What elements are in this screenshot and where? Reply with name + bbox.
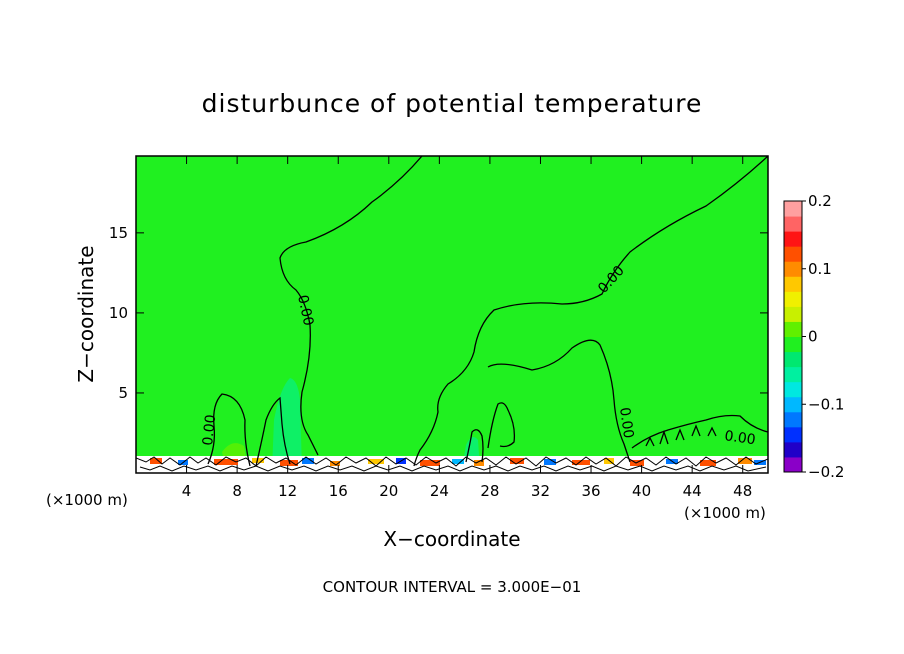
x-tick-label: 44 [683, 482, 702, 500]
colorbar: 0.2 0.1 0 −0.1 −0.2 [783, 192, 844, 481]
colorbar-tick-label: −0.1 [808, 395, 844, 413]
colorbar-tick-label: 0 [808, 328, 818, 346]
zero-contour [487, 402, 516, 449]
contour-interval-note: CONTOUR INTERVAL = 3.000E−01 [323, 578, 582, 596]
zero-contour [487, 339, 631, 463]
y-tick-label: 10 [109, 304, 128, 322]
cyan-anomaly [272, 378, 302, 470]
colorbar-band [784, 396, 802, 413]
colorbar-band [784, 456, 802, 473]
field-background [136, 156, 768, 473]
x-tick-label: 12 [278, 482, 297, 500]
x-tick-label: 32 [531, 482, 550, 500]
zero-contour [255, 396, 291, 467]
surface-noise-band [136, 456, 768, 473]
colorbar-band [784, 426, 802, 443]
contour-label: 0.00 [723, 428, 756, 448]
colorbar-tick-label: 0.1 [808, 260, 832, 278]
chart-title: disturbunce of potential temperature [202, 89, 703, 118]
colorbar-band [784, 306, 802, 322]
contour-label: 0.00 [200, 414, 219, 447]
colorbar-band [784, 351, 802, 368]
zero-contour [413, 156, 768, 467]
y-axis-label: Z−coordinate [74, 245, 98, 382]
contour-labels: 0.00 0.00 0.00 0.00 0.00 [200, 263, 756, 448]
x-tick-label: 48 [733, 482, 752, 500]
colorbar-band [784, 216, 802, 232]
zero-contour [207, 393, 251, 467]
colorbar-band [784, 201, 802, 217]
zero-contour [279, 156, 423, 456]
x-tick-label: 24 [430, 482, 449, 500]
colorbar-band [784, 366, 802, 383]
colorbar-ticks: 0.2 0.1 0 −0.1 −0.2 [802, 192, 844, 481]
x-unit-label-right: (×1000 m) [684, 504, 766, 522]
y-tick-label: 5 [118, 384, 128, 402]
contour-label: 0.00 [616, 406, 636, 439]
colorbar-band [784, 381, 802, 398]
colorbar-band [784, 261, 802, 277]
x-unit-label: (×1000 m) [46, 491, 128, 509]
x-tick-label: 16 [329, 482, 348, 500]
x-tick-label: 20 [379, 482, 398, 500]
colorbar-band [784, 231, 802, 247]
colorbar-band [784, 291, 802, 307]
colorbar-band [784, 276, 802, 292]
zero-contours [207, 156, 768, 467]
zero-contour [631, 414, 768, 449]
contour-label: 0.00 [294, 294, 316, 328]
plot-area: 0.00 0.00 0.00 0.00 0.00 [136, 156, 768, 473]
colorbar-band [784, 321, 802, 337]
colorbar-bands [784, 201, 802, 473]
x-axis-label: X−coordinate [383, 527, 520, 551]
x-tick-label: 36 [581, 482, 600, 500]
plot-frame [135, 155, 769, 474]
colorbar-tick-label: 0.2 [808, 192, 832, 210]
zero-contour [465, 429, 484, 463]
colorbar-band [784, 246, 802, 262]
x-tick-label: 40 [632, 482, 651, 500]
colorbar-band [784, 411, 802, 428]
colorbar-band [784, 441, 802, 458]
zero-contour [645, 424, 717, 447]
y-tick-label: 15 [109, 224, 128, 242]
x-tick-label: 4 [182, 482, 192, 500]
x-tick-label: 8 [232, 482, 242, 500]
colorbar-tick-label: −0.2 [808, 463, 844, 481]
yellow-anomaly [222, 443, 246, 460]
colorbar-band [784, 336, 802, 353]
x-tick-label: 28 [480, 482, 499, 500]
